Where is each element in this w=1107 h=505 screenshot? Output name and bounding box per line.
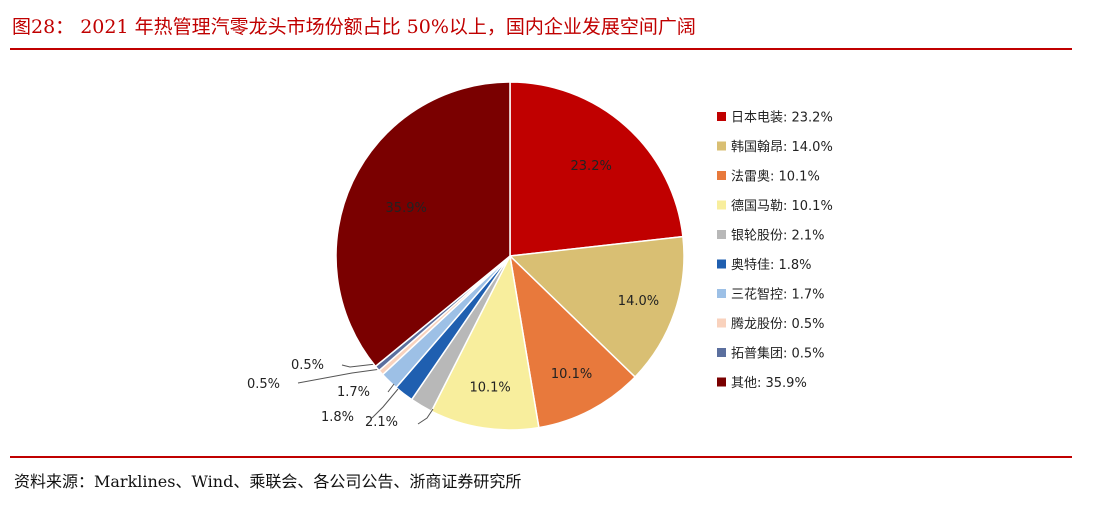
legend-label-10: 其他: 35.9% [731,376,807,391]
legend-swatch-6 [717,259,726,269]
source-note: 资料来源：Marklines、Wind、乘联会、各公司公告、浙商证券研究所 [14,472,522,491]
data-label-7: 1.7% [337,385,370,400]
data-label-10: 35.9% [386,201,427,216]
data-label-9: 0.5% [291,358,324,373]
leader-line-6 [371,388,399,419]
legend-swatch-1 [717,112,726,121]
title-divider [10,48,1072,50]
data-label-3: 10.1% [551,367,592,382]
legend-swatch-2 [717,141,726,151]
legend-label-5: 银轮股份: 2.1% [731,229,825,244]
leader-line-8 [297,368,382,384]
legend-label-7: 三花智控: 1.7% [731,287,825,303]
data-label-1: 23.2% [571,159,612,174]
data-label-8: 0.5% [247,377,280,392]
legend-label-4: 德国马勒: 10.1% [731,199,833,214]
legend-swatch-8 [717,318,726,328]
data-label-2: 14.0% [618,294,659,309]
legend-label-3: 法雷奥: 10.1% [731,170,820,185]
legend-label-8: 腾龙股份: 0.5% [731,316,825,332]
leader-line-5 [417,408,434,425]
pie-slice-1 [509,81,684,257]
legend-swatch-3 [717,171,726,180]
legend-label-6: 奥特佳: 1.8% [731,258,812,273]
legend-swatch-5 [717,230,726,239]
legend-label-2: 韩国翰昂: 14.0% [731,140,833,155]
leader-line-7 [387,383,395,393]
data-label-4: 10.1% [469,381,510,396]
figure-title: 图28： 2021 年热管理汽零龙头市场份额占比 50%以上，国内企业发展空间广… [12,16,696,38]
legend-label-1: 日本电装: 23.2% [731,111,833,126]
data-label-6: 1.8% [321,410,354,425]
legend-swatch-7 [717,289,726,298]
pie-slice-2 [508,235,685,379]
legend-label-9: 拓普集团: 0.5% [731,346,825,362]
pie-slice-3 [508,253,637,429]
pie-slice-10 [335,81,511,368]
leader-line-9 [341,363,377,368]
legend-swatch-9 [717,348,726,357]
legend-swatch-4 [717,200,726,210]
footer-divider [10,456,1072,458]
data-label-5: 2.1% [365,415,398,430]
pie-slice-4 [430,253,540,431]
legend-swatch-10 [717,377,726,387]
